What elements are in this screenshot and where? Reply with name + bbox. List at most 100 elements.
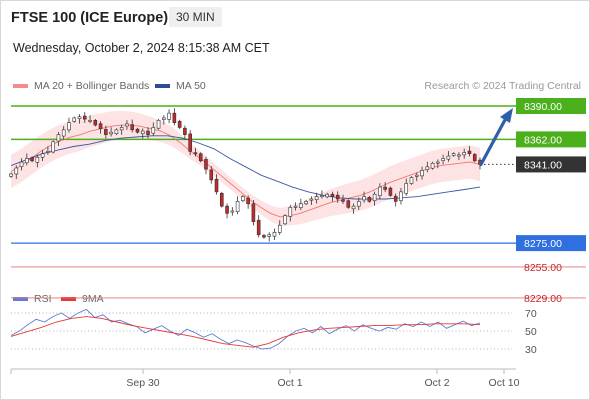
candle <box>162 115 166 125</box>
candle <box>446 151 451 162</box>
candle <box>462 148 466 159</box>
candle <box>351 203 356 214</box>
rsi-legend-label: RSI <box>34 293 52 305</box>
legend-ma50: MA 50 <box>155 80 206 92</box>
candle <box>251 199 256 226</box>
candle-body <box>177 120 182 128</box>
candle <box>177 119 182 129</box>
level-tag-8275.00: 8275.00 <box>524 238 562 250</box>
candle <box>277 220 282 236</box>
candle-body <box>46 151 50 153</box>
candle <box>193 147 198 157</box>
candle <box>214 174 219 195</box>
candle-body <box>451 153 456 156</box>
candle-body <box>98 123 103 129</box>
candle-body <box>230 210 235 213</box>
x-tick-label: Oct 1 <box>277 377 302 389</box>
candle-body <box>446 155 451 160</box>
level-tag-bg-8341.00 <box>516 156 586 173</box>
candle-body <box>25 158 29 164</box>
legend-rsi-ma: 9MA <box>61 293 104 305</box>
forecast-arrow-head <box>500 108 513 123</box>
candle <box>367 195 372 203</box>
candle <box>51 140 55 154</box>
candle <box>256 215 261 238</box>
candle-body <box>225 205 229 214</box>
copyright-text: Research © 2024 Trading Central <box>424 80 581 92</box>
candle-body <box>125 123 129 127</box>
candle-body <box>256 219 261 236</box>
candle-body <box>457 154 461 157</box>
candle <box>82 112 87 123</box>
candle-body <box>167 112 171 120</box>
candle <box>399 188 403 205</box>
candle-body <box>272 232 277 237</box>
candle-body <box>320 195 324 197</box>
candle <box>346 199 351 209</box>
candle <box>204 156 208 175</box>
candle-body <box>82 115 87 120</box>
candle <box>341 194 345 205</box>
candle <box>172 108 177 126</box>
candle <box>67 117 71 133</box>
candle <box>130 119 135 133</box>
candle <box>46 146 50 155</box>
candle-body <box>214 178 219 193</box>
candle-body <box>193 152 198 155</box>
candle-body <box>204 159 208 170</box>
candle <box>151 122 156 136</box>
ma50-legend-label: MA 50 <box>176 80 206 92</box>
candle-body <box>409 177 414 184</box>
candle <box>262 234 266 239</box>
bollinger-band <box>11 110 480 226</box>
candle <box>267 232 272 242</box>
level-tag-8390.00: 8390.00 <box>524 101 562 113</box>
candle-body <box>246 197 250 205</box>
candle-body <box>335 194 340 200</box>
candle <box>125 120 129 130</box>
level-tag-8362.00: 8362.00 <box>524 134 562 146</box>
ma20-swatch <box>13 84 28 88</box>
candle-body <box>114 129 119 134</box>
candle <box>109 127 113 137</box>
x-tick-label: Oct 10 <box>489 377 520 389</box>
candle <box>288 204 293 222</box>
candle <box>362 191 366 203</box>
candle-body <box>241 196 245 201</box>
candle-body <box>267 234 272 237</box>
candle-body <box>299 203 303 208</box>
candle <box>293 202 298 211</box>
candle <box>467 146 472 157</box>
timeframe-button[interactable]: 30 MIN <box>169 7 222 27</box>
candle <box>35 154 40 168</box>
candle <box>441 154 445 165</box>
candle <box>235 196 240 215</box>
candle-body <box>172 112 177 123</box>
candle <box>393 193 398 207</box>
candle <box>325 192 329 199</box>
candle <box>156 118 161 130</box>
rsi-swatch <box>13 297 28 301</box>
candle-body <box>420 170 424 177</box>
candle <box>93 118 98 127</box>
candle <box>114 128 119 136</box>
candle-body <box>341 199 345 202</box>
candle <box>457 152 461 161</box>
x-tick-label: Sep 30 <box>126 377 159 389</box>
ma20-line <box>10 124 481 218</box>
candle-body <box>104 129 108 135</box>
candle-body <box>293 205 298 208</box>
candle-body <box>309 198 314 201</box>
rsi-ma-legend-label: 9MA <box>82 293 104 305</box>
candle <box>383 182 387 193</box>
candle-body <box>378 186 382 196</box>
candle-body <box>388 187 393 196</box>
candle-body <box>156 120 161 129</box>
candle-body <box>472 154 477 162</box>
legend-rsi: RSI <box>13 293 52 305</box>
candle-body <box>40 153 45 158</box>
candle <box>246 195 250 209</box>
candle <box>183 125 187 140</box>
candle-body <box>467 150 472 154</box>
